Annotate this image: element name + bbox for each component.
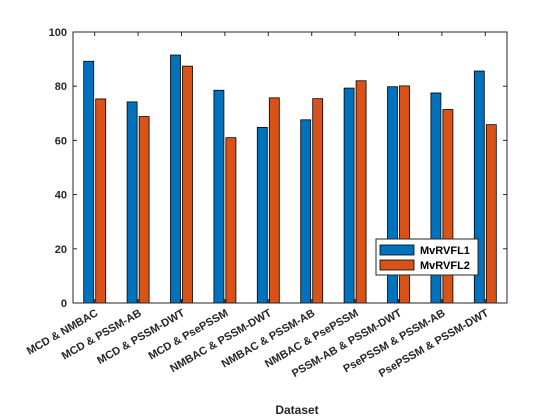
bar-mvrvfl1-7 xyxy=(343,87,355,304)
y-tick-label: 40 xyxy=(55,190,67,202)
legend: MvRVFL1 MvRVFL2 xyxy=(375,238,479,276)
legend-swatch-mvrvfl2 xyxy=(379,259,415,271)
bar-mvrvfl2-4 xyxy=(225,137,237,304)
bar-mvrvfl2-10 xyxy=(485,124,497,304)
legend-swatch-mvrvfl1 xyxy=(379,244,415,256)
bar-mvrvfl2-2 xyxy=(138,116,150,304)
axes-group xyxy=(72,31,508,304)
y-tick-label: 80 xyxy=(55,81,67,93)
y-tick-label: 20 xyxy=(55,244,67,256)
bar-mvrvfl2-6 xyxy=(312,98,324,304)
y-tick-label: 0 xyxy=(61,298,67,310)
x-axis-title: Dataset xyxy=(275,403,318,417)
bar-mvrvfl1-2 xyxy=(126,101,138,304)
y-tick-label: 60 xyxy=(55,135,67,147)
bar-mvrvfl1-6 xyxy=(300,119,312,304)
bar-mvrvfl2-1 xyxy=(95,98,107,304)
bar-mvrvfl2-3 xyxy=(182,65,193,304)
axes-box xyxy=(72,31,508,304)
y-ticks-group: 0 20 40 60 80 100 xyxy=(49,27,507,310)
bar-mvrvfl1-4 xyxy=(213,89,225,304)
legend-label-mvrvfl2: MvRVFL2 xyxy=(420,260,470,272)
legend-label-mvrvfl1: MvRVFL1 xyxy=(420,245,470,257)
bar-mvrvfl2-5 xyxy=(268,97,280,304)
bar-mvrvfl1-5 xyxy=(256,126,268,304)
bar-mvrvfl2-7 xyxy=(355,80,367,304)
bar-mvrvfl1-3 xyxy=(170,54,181,304)
y-tick-label: 100 xyxy=(49,27,67,39)
bar-mvrvfl1-1 xyxy=(83,60,95,304)
